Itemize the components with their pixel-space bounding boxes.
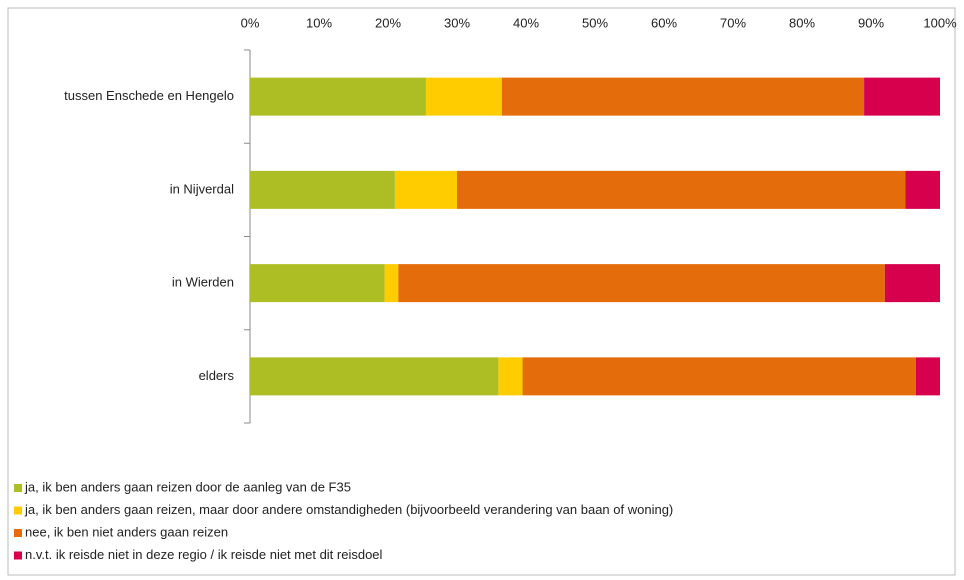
y-tick-label: elders bbox=[199, 368, 235, 383]
bar-segment bbox=[394, 170, 457, 209]
y-tick-label: tussen Enschede en Hengelo bbox=[64, 88, 234, 103]
y-tick-label: in Nijverdal bbox=[170, 181, 234, 196]
legend-swatch bbox=[14, 484, 22, 492]
bar-segment bbox=[905, 170, 940, 209]
x-tick-label: 20% bbox=[375, 15, 401, 30]
bar-segment bbox=[398, 264, 885, 303]
legend-label: n.v.t. ik reisde niet in deze regio / ik… bbox=[25, 547, 383, 562]
x-tick-label: 30% bbox=[444, 15, 470, 30]
bar-segment bbox=[384, 264, 399, 303]
legend-label: nee, ik ben niet anders gaan reizen bbox=[25, 524, 228, 539]
bar-segment bbox=[501, 77, 865, 116]
legend-swatch bbox=[14, 506, 22, 515]
x-tick-label: 50% bbox=[582, 15, 608, 30]
bar-segment bbox=[250, 357, 499, 396]
x-tick-label: 70% bbox=[720, 15, 746, 30]
x-tick-label: 60% bbox=[651, 15, 677, 30]
x-tick-label: 90% bbox=[858, 15, 884, 30]
bar-segment bbox=[250, 77, 426, 116]
x-tick-label: 80% bbox=[789, 15, 815, 30]
bar-segment bbox=[457, 170, 906, 209]
bar-segment bbox=[884, 264, 940, 303]
legend-label: ja, ik ben anders gaan reizen, maar door… bbox=[24, 502, 673, 517]
x-tick-label: 100% bbox=[923, 15, 957, 30]
bar-segment bbox=[498, 357, 523, 396]
x-tick-label: 0% bbox=[241, 15, 260, 30]
y-tick-label: in Wierden bbox=[172, 275, 234, 290]
bar-segment bbox=[864, 77, 940, 116]
bar-segment bbox=[915, 357, 940, 396]
x-tick-label: 10% bbox=[306, 15, 332, 30]
x-tick-label: 40% bbox=[513, 15, 539, 30]
bar-segment bbox=[425, 77, 502, 116]
legend-label: ja, ik ben anders gaan reizen door de aa… bbox=[24, 479, 351, 494]
bar-segment bbox=[522, 357, 916, 396]
legend-swatch bbox=[14, 529, 22, 537]
bar-segment bbox=[250, 264, 385, 303]
legend-swatch bbox=[14, 551, 22, 560]
bar-segment bbox=[250, 170, 395, 209]
